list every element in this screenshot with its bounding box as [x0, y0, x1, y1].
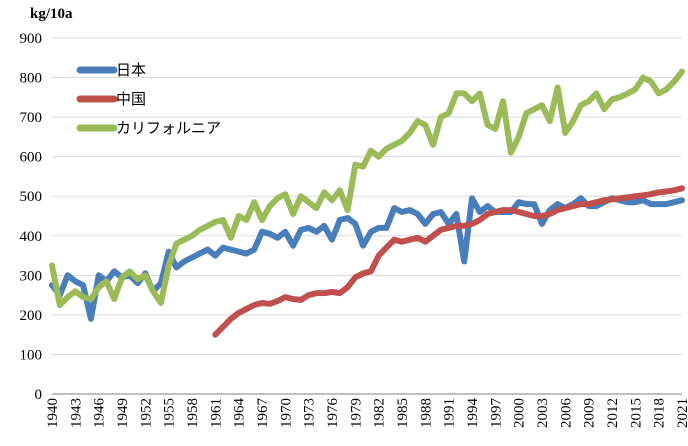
x-tick-2015: 2015 [628, 398, 644, 428]
x-tick-1967: 1967 [255, 398, 271, 429]
y-tick-200: 200 [20, 308, 43, 324]
x-tick-1994: 1994 [465, 398, 481, 429]
x-tick-1988: 1988 [418, 398, 434, 428]
x-tick-1985: 1985 [395, 398, 411, 428]
x-tick-1982: 1982 [372, 398, 388, 428]
x-tick-1949: 1949 [115, 398, 131, 428]
x-tick-2021: 2021 [675, 398, 688, 428]
y-tick-400: 400 [20, 229, 43, 245]
x-tick-1970: 1970 [278, 398, 294, 428]
series-lines [49, 68, 685, 338]
x-tick-2012: 2012 [605, 398, 621, 428]
y-unit-label: kg/10a [30, 6, 73, 22]
y-tick-500: 500 [20, 189, 43, 205]
gridlines [52, 37, 682, 355]
x-tick-1991: 1991 [442, 398, 458, 428]
x-tick-1940: 1940 [45, 398, 61, 428]
x-tick-labels: 1940 1943 1946 1949 1952 1955 1958 1961 1964 1967… [45, 398, 688, 429]
x-tick-2006: 2006 [558, 398, 574, 429]
x-tick-1952: 1952 [138, 398, 154, 428]
y-tick-100: 100 [20, 347, 43, 363]
series-line-1 [212, 185, 685, 338]
y-tick-600: 600 [20, 150, 43, 166]
y-tick-700: 700 [20, 110, 43, 126]
x-tick-1976: 1976 [325, 398, 341, 429]
series-line-2 [49, 68, 685, 308]
y-tick-300: 300 [20, 268, 43, 284]
x-tick-1961: 1961 [208, 398, 224, 428]
legend-label-1: 中国 [116, 90, 146, 108]
x-tick-1997: 1997 [488, 398, 504, 429]
legend-label-2: カリフォルニア [116, 119, 221, 137]
y-tick-0: 0 [35, 387, 43, 403]
y-tick-800: 800 [20, 71, 43, 87]
x-tick-1943: 1943 [68, 398, 84, 428]
series-line-0 [49, 195, 685, 322]
x-tick-2018: 2018 [652, 398, 668, 428]
y-tick-labels: 0 100 200 300 400 500 600 700 800 900 [20, 31, 43, 403]
x-tick-2000: 2000 [512, 398, 528, 428]
x-tick-2009: 2009 [582, 398, 598, 428]
x-tick-2003: 2003 [535, 398, 551, 428]
x-tick-1964: 1964 [232, 398, 248, 429]
legend-label-0: 日本 [116, 61, 146, 79]
x-tick-1955: 1955 [162, 398, 178, 428]
y-tick-900: 900 [20, 31, 43, 47]
x-tick-1979: 1979 [348, 398, 364, 428]
x-tick-1946: 1946 [92, 398, 108, 429]
x-tick-1973: 1973 [302, 398, 318, 428]
x-tick-1958: 1958 [185, 398, 201, 428]
